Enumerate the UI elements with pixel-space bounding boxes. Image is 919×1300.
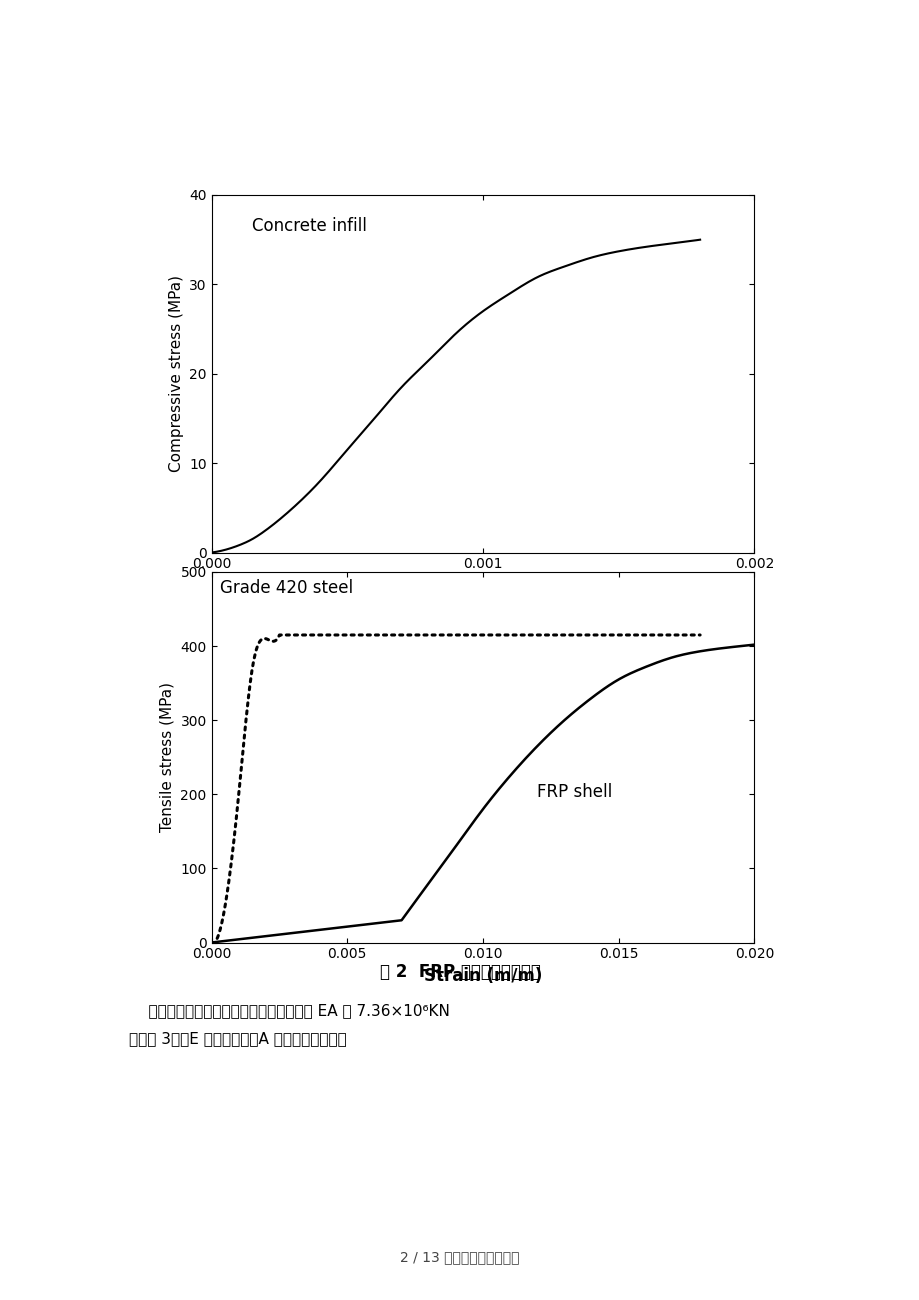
X-axis label: Strain (m/m): Strain (m/m)	[424, 577, 541, 595]
Text: 图 2  FRP 与钓筋应力应变图: 图 2 FRP 与钓筋应力应变图	[380, 963, 539, 982]
Text: FRP shell: FRP shell	[537, 783, 612, 801]
Y-axis label: Compressive stress (MPa): Compressive stress (MPa)	[168, 276, 184, 472]
Text: （如图 3），E 为杨氏模量，A 为装的横截面积。: （如图 3），E 为杨氏模量，A 为装的横截面积。	[129, 1031, 346, 1046]
Y-axis label: Tensile stress (MPa): Tensile stress (MPa)	[160, 682, 175, 832]
Text: 2 / 13 文档可自由编辑打印: 2 / 13 文档可自由编辑打印	[400, 1251, 519, 1264]
Text: Concrete infill: Concrete infill	[252, 217, 367, 235]
Text: 基于应力应变曲线，计算得桦的轴向刺度 EA 为 7.36×10⁶KN: 基于应力应变曲线，计算得桦的轴向刺度 EA 为 7.36×10⁶KN	[129, 1004, 449, 1019]
Text: Grade 420 steel: Grade 420 steel	[220, 580, 353, 598]
X-axis label: Strain (m/m): Strain (m/m)	[424, 967, 541, 985]
